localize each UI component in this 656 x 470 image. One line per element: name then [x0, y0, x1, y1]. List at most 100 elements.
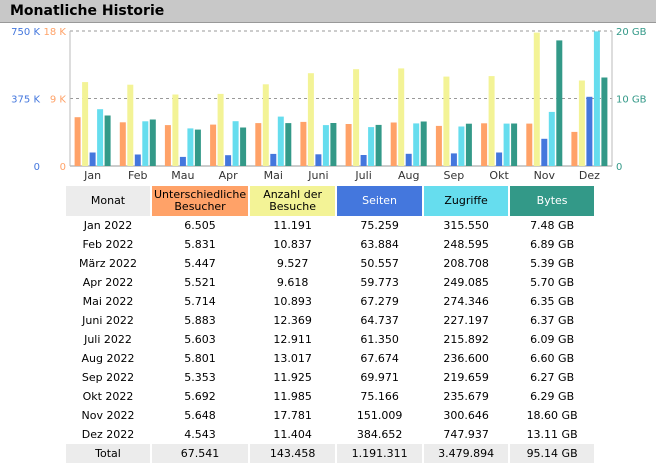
visits-axis-tick-label: 18 K	[44, 27, 67, 38]
cell-month: Dez 2022	[81, 428, 135, 441]
bar-pages-4	[277, 116, 284, 166]
cell-month: Okt 2022	[82, 390, 134, 403]
bar-pages-3	[179, 156, 186, 166]
cell-bytes: 5.39 GB	[530, 257, 575, 270]
bytes-axis-tick-label: 10 GB	[616, 95, 647, 106]
cell-visits: 11.191	[273, 219, 312, 232]
cell-unique: 5.353	[184, 371, 216, 384]
cell-month: Jan 2022	[83, 219, 133, 232]
cell-month: Apr 2022	[82, 276, 134, 289]
table-row: Juni 2022 5.883 12.369 64.737 227.197 6.37 GB	[66, 311, 594, 330]
bar-bytes-5	[601, 77, 608, 166]
cell-visits: 11.985	[273, 390, 312, 403]
header-bytes: Bytes	[510, 186, 595, 216]
bar-pages-3	[405, 153, 412, 166]
cell-unique: 5.801	[184, 352, 216, 365]
bar-pages-4	[187, 128, 194, 166]
bar-pages-3	[586, 96, 593, 166]
cell-visits: 9.527	[276, 257, 309, 270]
bar-pages-4	[503, 123, 510, 166]
bar-pages-4	[322, 125, 329, 166]
bar-visits-1	[164, 125, 171, 166]
cell-bytes: 6.29 GB	[530, 390, 575, 403]
cell-month: Sep 2022	[81, 371, 135, 384]
bar-visits-2	[217, 93, 224, 166]
cell-month: Aug 2022	[81, 352, 135, 365]
bar-visits-2	[398, 68, 405, 166]
cell-bytes: 7.48 GB	[530, 219, 575, 232]
cell-pages: 50.557	[360, 257, 399, 270]
cell-hits: 235.679	[443, 390, 489, 403]
x-tick-label: Jan	[83, 169, 101, 182]
cell-month: März 2022	[78, 257, 138, 270]
table-header-row: Monat Unterschiedliche Besucher Anzahl d…	[66, 186, 595, 216]
bar-bytes-5	[330, 123, 337, 166]
x-tick-label: Aug	[398, 169, 419, 182]
bar-bytes-5	[556, 40, 563, 166]
monthly-history-chart: 750 K 375 K 0 18 K 9 K 0 20 GB 10 GB 0 Jan Feb Mau A…	[11, 27, 647, 182]
cell-visits: 12.911	[273, 333, 312, 346]
total-unique: 67.541	[152, 444, 249, 463]
cell-month: Nov 2022	[81, 409, 135, 422]
total-row: Total 67.541 143.458 1.191.311 3.479.894…	[66, 444, 595, 463]
cell-bytes: 6.09 GB	[530, 333, 575, 346]
x-tick-label: Mau	[171, 169, 194, 182]
total-bytes: 95.14 GB	[510, 444, 595, 463]
cell-unique: 5.648	[184, 409, 216, 422]
bar-visits-1	[119, 122, 126, 166]
x-tick-label: Sep	[444, 169, 465, 182]
bar-pages-3	[225, 155, 232, 166]
cell-pages: 75.259	[360, 219, 399, 232]
cell-pages: 59.773	[360, 276, 399, 289]
cell-hits: 219.659	[443, 371, 489, 384]
bar-pages-4	[458, 126, 465, 166]
section-title: Monatliche Historie	[10, 3, 165, 19]
cell-bytes: 6.27 GB	[530, 371, 575, 384]
cell-hits: 315.550	[443, 219, 489, 232]
bar-visits-1	[435, 125, 442, 166]
cell-visits: 13.017	[273, 352, 312, 365]
x-tick-label: Apr	[219, 169, 239, 182]
bar-visits-1	[300, 121, 307, 166]
cell-hits: 236.600	[443, 352, 489, 365]
bar-visits-1	[74, 117, 81, 166]
cell-month: Feb 2022	[82, 238, 134, 251]
header-month: Monat	[66, 186, 150, 216]
bar-pages-4	[142, 121, 149, 166]
cell-hits: 208.708	[443, 257, 489, 270]
pages-axis-tick-label: 0	[34, 162, 40, 173]
cell-pages: 75.166	[360, 390, 399, 403]
table-row: März 2022 5.447 9.527 50.557 208.708 5.39 GB	[66, 254, 594, 273]
cell-unique: 5.883	[184, 314, 216, 327]
cell-unique: 5.603	[184, 333, 216, 346]
table-row: Feb 2022 5.831 10.837 63.884 248.595 6.89 GB	[66, 235, 594, 254]
bar-bytes-5	[420, 121, 427, 166]
cell-visits: 9.618	[276, 276, 309, 289]
cell-visits: 11.925	[273, 371, 312, 384]
table-row: Juli 2022 5.603 12.911 61.350 215.892 6.09 GB	[66, 330, 594, 349]
cell-unique: 5.447	[184, 257, 216, 270]
bar-pages-4	[413, 123, 420, 166]
cell-pages: 67.674	[360, 352, 399, 365]
bar-pages-3	[496, 152, 503, 166]
table-row: Sep 2022 5.353 11.925 69.971 219.659 6.27 GB	[66, 368, 594, 387]
cell-visits: 10.893	[273, 295, 312, 308]
bar-visits-1	[526, 123, 533, 166]
table-row: Apr 2022 5.521 9.618 59.773 249.085 5.70 GB	[66, 273, 594, 292]
bar-visits-1	[481, 123, 488, 166]
cell-pages: 64.737	[360, 314, 399, 327]
header-pages: Seiten	[337, 186, 423, 216]
bar-visits-2	[172, 94, 179, 166]
bar-pages-4	[368, 127, 375, 166]
bar-visits-2	[578, 80, 585, 166]
cell-unique: 5.692	[184, 390, 216, 403]
cell-pages: 69.971	[360, 371, 399, 384]
bar-bytes-5	[149, 119, 156, 166]
bar-pages-3	[89, 152, 96, 166]
cell-pages: 67.279	[360, 295, 399, 308]
total-hits: 3.479.894	[424, 444, 509, 463]
table-row: Okt 2022 5.692 11.985 75.166 235.679 6.29 GB	[66, 387, 594, 406]
bar-visits-1	[345, 124, 352, 166]
monthly-history-table: Monat Unterschiedliche Besucher Anzahl d…	[64, 186, 596, 463]
bar-pages-3	[360, 155, 367, 166]
